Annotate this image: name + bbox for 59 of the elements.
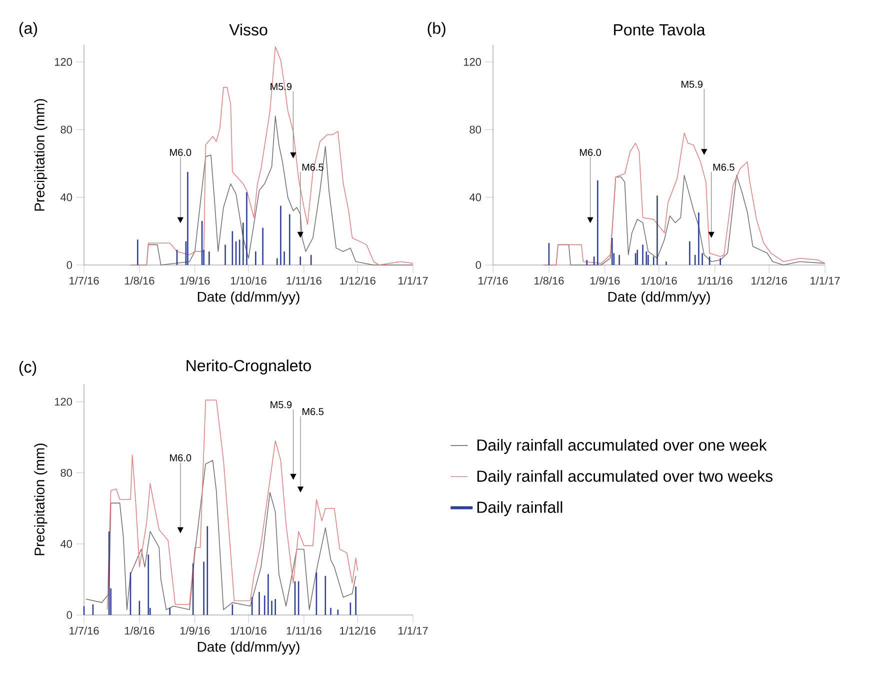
x-tick-label: 1/8/16 xyxy=(124,626,154,635)
x-tick-label: 1/11/16 xyxy=(698,276,732,285)
y-axis-title: Precipitation (mm) xyxy=(34,444,48,556)
x-tick-label: 1/12/16 xyxy=(752,276,787,285)
annotation: M6.5 xyxy=(713,164,734,171)
chart-title: Nerito-Crognaleto xyxy=(186,360,311,374)
chart-title: Ponte Tavola xyxy=(614,24,706,36)
annotation: M6.0 xyxy=(170,454,192,462)
x-tick-label: 1/11/16 xyxy=(286,276,322,285)
annotation: M5.9 xyxy=(682,80,702,88)
chart-title: Visso xyxy=(229,24,268,36)
x-tick-label: 1/7/16 xyxy=(70,276,99,285)
annotation: M6.5 xyxy=(302,164,324,171)
annotation: M5.9 xyxy=(270,83,292,90)
annotation: M5.9 xyxy=(270,401,292,408)
x-tick-label: 1/12/16 xyxy=(340,626,376,635)
x-tick-label: 1/1/17 xyxy=(398,626,428,635)
legend-label: Daily rainfall accumulated over one week xyxy=(477,439,767,454)
text: (a) xyxy=(19,22,37,38)
y-tick-label: 0 xyxy=(66,261,72,269)
y-tick-label: 40 xyxy=(469,193,482,202)
x-tick-label: 1/9/16 xyxy=(180,276,210,285)
annotation: M6.0 xyxy=(580,148,602,156)
x-tick-label: 1/11/16 xyxy=(286,626,322,635)
y-tick-label: 0 xyxy=(66,611,72,619)
x-tick-label: 1/8/16 xyxy=(124,276,154,285)
x-tick-label: 1/8/16 xyxy=(534,276,564,285)
text: (b) xyxy=(428,22,446,38)
annotation: M6.0 xyxy=(170,148,192,156)
x-axis-title: Date (dd/mm/yy) xyxy=(198,641,300,655)
x-tick-label: 1/1/17 xyxy=(398,276,428,285)
y-tick-label: 120 xyxy=(54,58,72,66)
y-tick-label: 80 xyxy=(60,468,72,477)
y-tick-label: 120 xyxy=(464,58,482,66)
text: (c) xyxy=(19,360,36,376)
x-tick-label: 1/10/16 xyxy=(230,276,266,285)
y-tick-label: 0 xyxy=(476,261,482,269)
x-tick-label: 1/10/16 xyxy=(230,626,266,635)
x-tick-label: 1/10/16 xyxy=(641,276,677,285)
y-tick-label: 40 xyxy=(60,540,72,548)
y-tick-label: 40 xyxy=(60,193,72,202)
annotation: M6.5 xyxy=(302,408,324,416)
y-axis-title: Precipitation (mm) xyxy=(34,99,48,211)
legend-label: Daily rainfall accumulated over two weeks xyxy=(477,470,772,486)
x-axis-title: Date (dd/mm/yy) xyxy=(198,291,300,305)
y-tick-label: 120 xyxy=(54,398,72,406)
y-tick-label: 80 xyxy=(60,126,72,134)
line-series xyxy=(543,132,826,266)
y-tick-label: 80 xyxy=(470,126,482,134)
line-series xyxy=(106,400,358,610)
x-tick-label: 1/9/16 xyxy=(180,626,210,635)
line-series xyxy=(130,46,414,266)
x-tick-label: 1/1/17 xyxy=(810,276,840,285)
legend-label: Daily rainfall xyxy=(477,501,562,516)
x-tick-label: 1/9/16 xyxy=(590,276,620,285)
x-tick-label: 1/7/16 xyxy=(478,276,508,285)
x-axis-title: Date (dd/mm/yy) xyxy=(608,291,710,305)
x-tick-label: 1/12/16 xyxy=(340,276,376,285)
x-tick-label: 1/7/16 xyxy=(70,626,99,635)
